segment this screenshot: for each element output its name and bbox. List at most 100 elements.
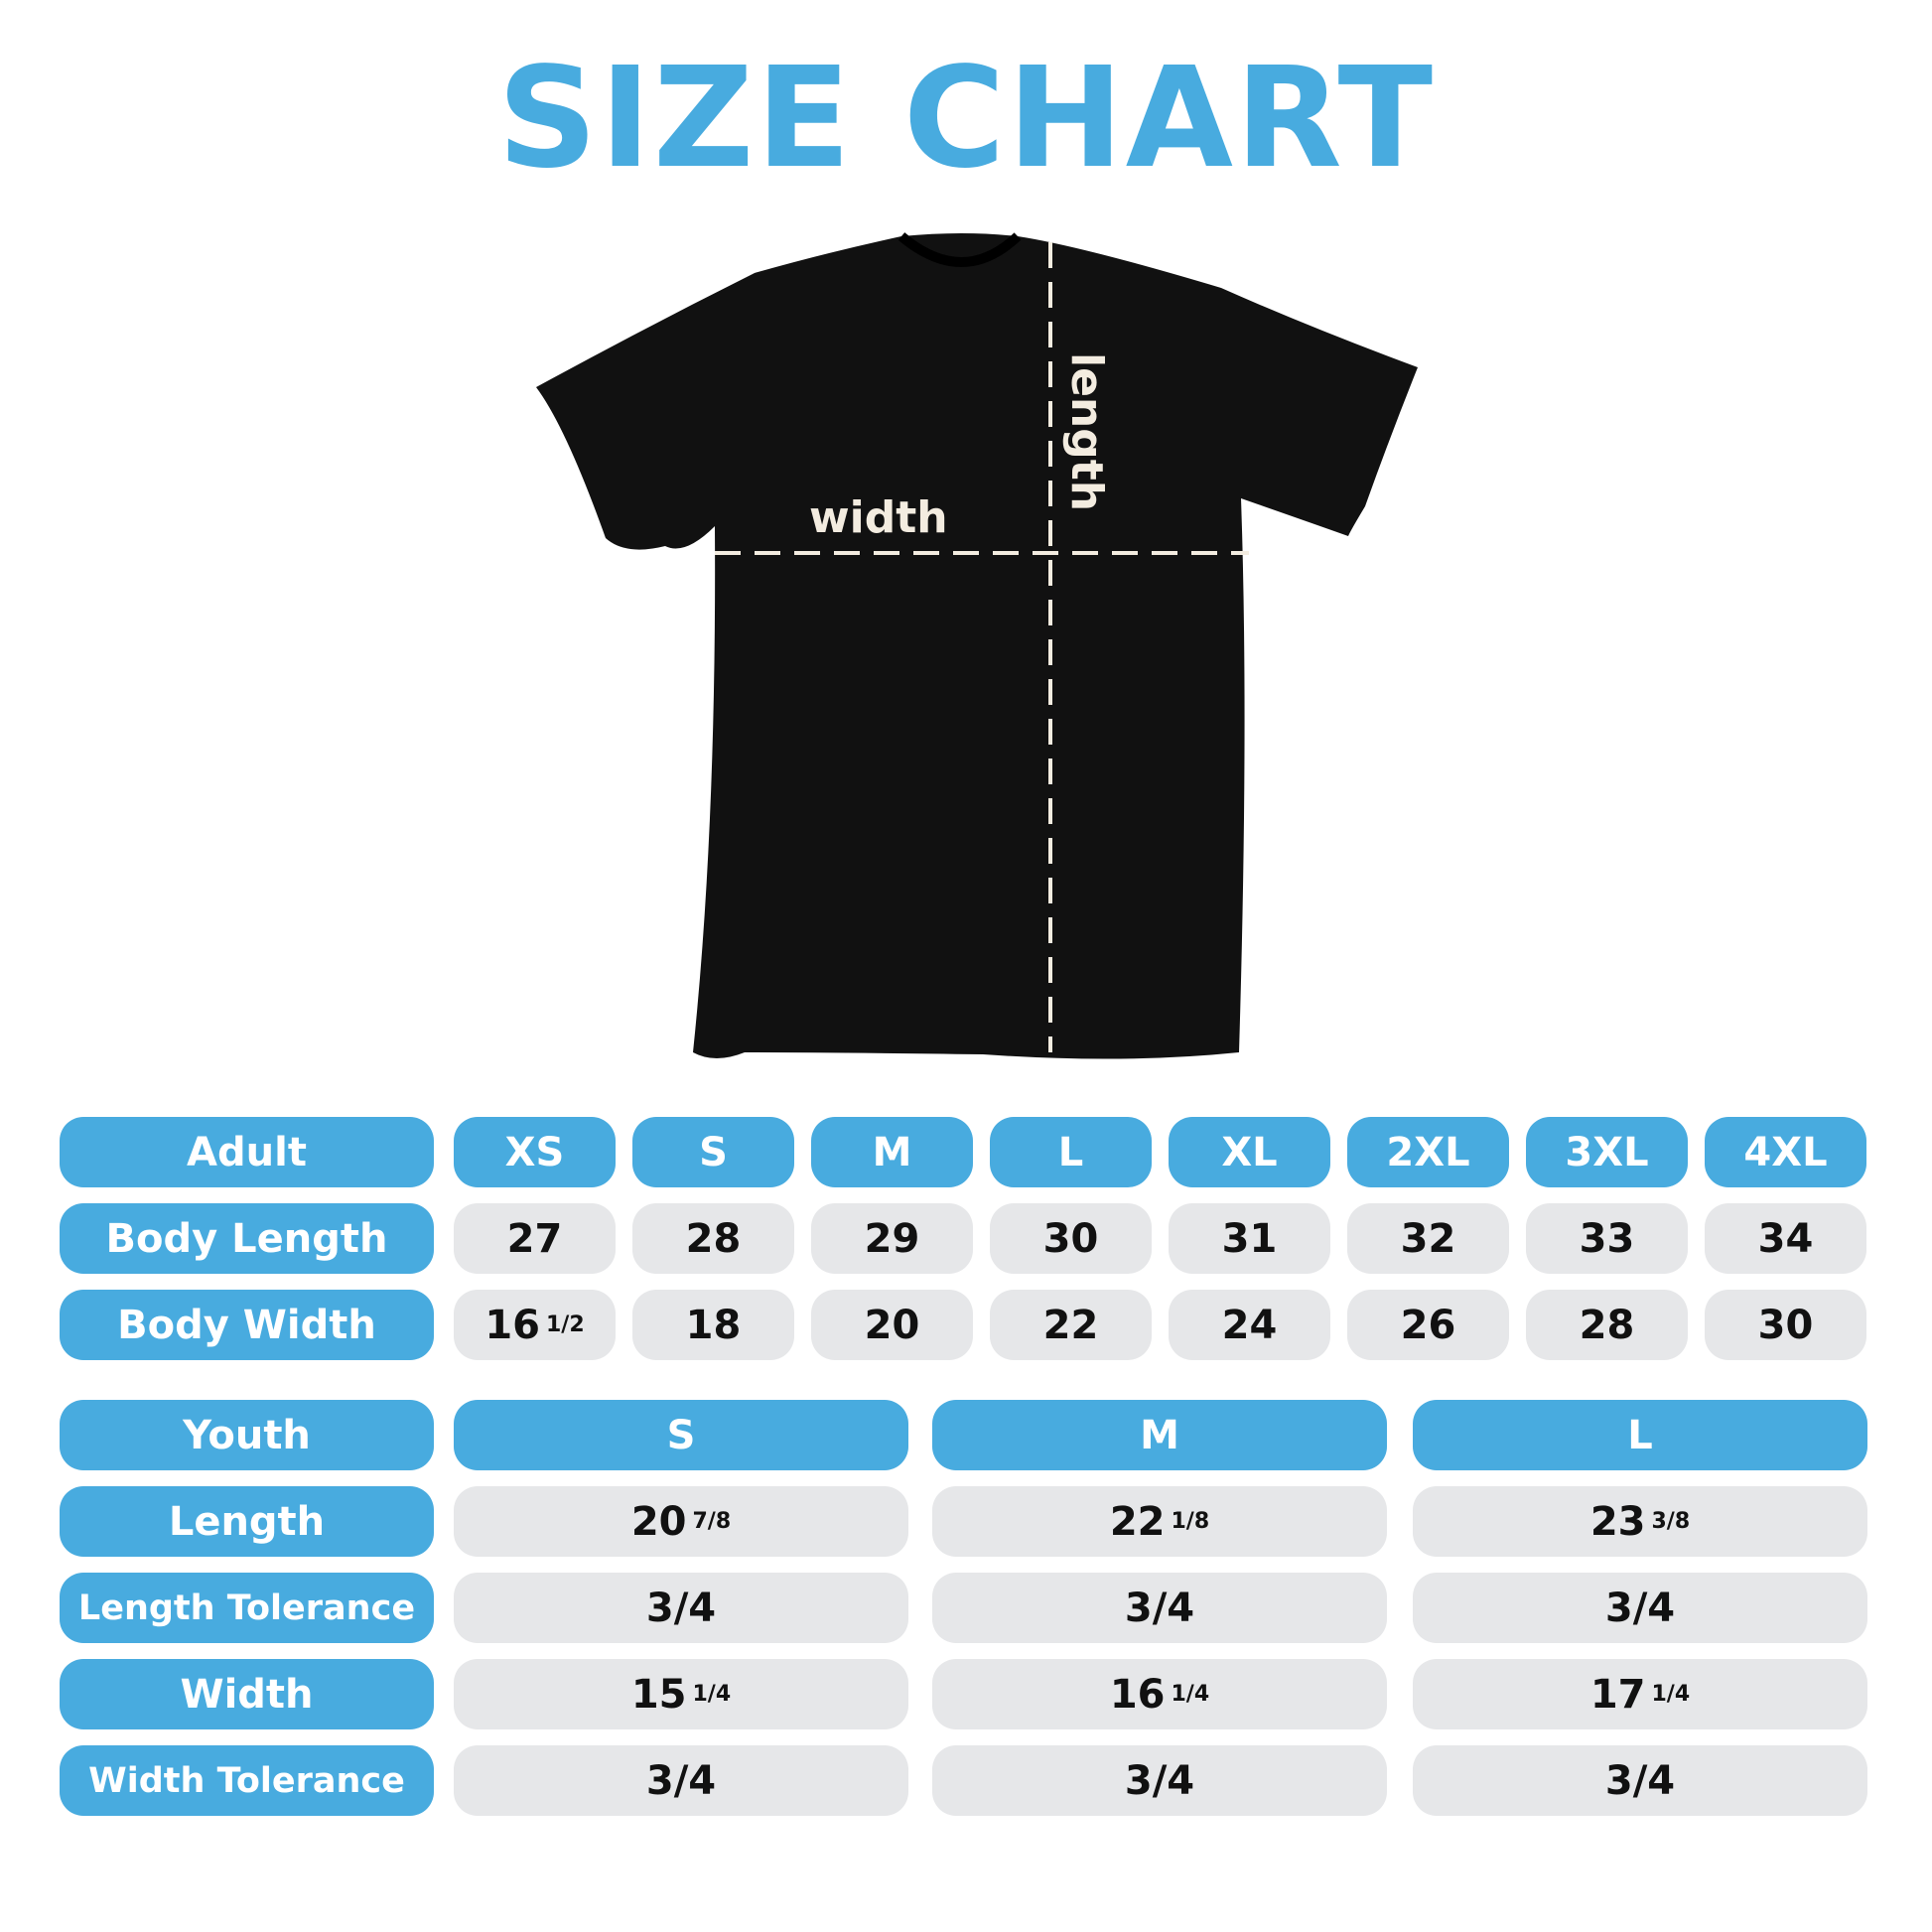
cell-text: Body Length xyxy=(105,1215,388,1262)
cell-fraction: 3/8 xyxy=(1651,1509,1691,1534)
table-cell: 3/4 xyxy=(454,1573,908,1643)
cell-text: 28 xyxy=(685,1215,742,1262)
adult-size-header: M xyxy=(811,1117,973,1187)
table-cell: 22 xyxy=(990,1290,1152,1360)
cell-text: 20 xyxy=(864,1302,920,1348)
cell-text: S xyxy=(666,1412,696,1458)
cell-text: S xyxy=(699,1129,728,1175)
row-label: Body Length xyxy=(60,1203,434,1274)
cell-text: 20 xyxy=(630,1498,687,1545)
table-cell: 16 1/4 xyxy=(932,1659,1387,1729)
adult-header: Adult xyxy=(60,1117,434,1187)
table-cell: 24 xyxy=(1169,1290,1330,1360)
cell-text: 3/4 xyxy=(645,1585,717,1631)
cell-text: 16 xyxy=(484,1302,540,1348)
cell-text: Width xyxy=(180,1671,314,1718)
cell-text: 3/4 xyxy=(1604,1585,1676,1631)
adult-size-header: 3XL xyxy=(1526,1117,1688,1187)
cell-text: 18 xyxy=(685,1302,742,1348)
row-label: Width Tolerance xyxy=(60,1745,434,1816)
youth-size-header: M xyxy=(932,1400,1387,1470)
adult-size-header: XS xyxy=(454,1117,616,1187)
table-cell: 27 xyxy=(454,1203,616,1274)
table-cell: 34 xyxy=(1705,1203,1866,1274)
cell-text: L xyxy=(1057,1129,1084,1175)
cell-text: M xyxy=(872,1129,912,1175)
cell-text: L xyxy=(1627,1412,1653,1458)
youth-size-header: S xyxy=(454,1400,908,1470)
cell-text: 30 xyxy=(1042,1215,1099,1262)
row-label: Length xyxy=(60,1486,434,1557)
cell-text: Body Width xyxy=(117,1302,376,1348)
table-cell: 30 xyxy=(990,1203,1152,1274)
tshirt-illustration: width length xyxy=(536,232,1418,1059)
cell-fraction: 1/4 xyxy=(692,1682,732,1707)
table-cell: 32 xyxy=(1347,1203,1509,1274)
cell-text: 32 xyxy=(1400,1215,1456,1262)
cell-text: 3XL xyxy=(1565,1129,1649,1175)
cell-text: 33 xyxy=(1579,1215,1635,1262)
page-title: SIZE CHART xyxy=(496,38,1436,200)
cell-text: 22 xyxy=(1109,1498,1166,1545)
adult-size-header: XL xyxy=(1169,1117,1330,1187)
cell-text: 28 xyxy=(1579,1302,1635,1348)
cell-text: Length Tolerance xyxy=(77,1587,416,1628)
cell-text: Adult xyxy=(187,1129,307,1175)
cell-text: Youth xyxy=(183,1412,311,1458)
table-cell: 3/4 xyxy=(454,1745,908,1816)
tshirt-shape xyxy=(536,233,1418,1059)
table-cell: 20 7/8 xyxy=(454,1486,908,1557)
cell-text: 27 xyxy=(506,1215,563,1262)
cell-text: Width Tolerance xyxy=(88,1760,405,1801)
length-label: length xyxy=(1061,352,1112,511)
table-cell: 15 1/4 xyxy=(454,1659,908,1729)
cell-fraction: 1/8 xyxy=(1171,1509,1210,1534)
cell-fraction: 1/2 xyxy=(546,1312,585,1337)
table-cell: 20 xyxy=(811,1290,973,1360)
table-cell: 3/4 xyxy=(1413,1745,1867,1816)
cell-text: 29 xyxy=(864,1215,920,1262)
cell-text: XS xyxy=(504,1129,565,1175)
adult-size-header: 2XL xyxy=(1347,1117,1509,1187)
cell-text: 3/4 xyxy=(1124,1585,1195,1631)
cell-text: 34 xyxy=(1757,1215,1814,1262)
cell-text: 4XL xyxy=(1743,1129,1828,1175)
cell-text: 23 xyxy=(1589,1498,1646,1545)
table-cell: 3/4 xyxy=(932,1745,1387,1816)
youth-size-header: L xyxy=(1413,1400,1867,1470)
cell-fraction: 1/4 xyxy=(1651,1682,1691,1707)
table-cell: 3/4 xyxy=(1413,1573,1867,1643)
row-label: Length Tolerance xyxy=(60,1573,434,1643)
cell-text: 3/4 xyxy=(1604,1757,1676,1804)
cell-text: 16 xyxy=(1109,1671,1166,1718)
table-cell: 17 1/4 xyxy=(1413,1659,1867,1729)
cell-text: 2XL xyxy=(1386,1129,1470,1175)
cell-text: 24 xyxy=(1221,1302,1278,1348)
youth-header: Youth xyxy=(60,1400,434,1470)
width-label: width xyxy=(809,492,948,543)
adult-size-header: 4XL xyxy=(1705,1117,1866,1187)
cell-text: 3/4 xyxy=(645,1757,717,1804)
cell-text: 15 xyxy=(630,1671,687,1718)
cell-text: XL xyxy=(1221,1129,1278,1175)
cell-text: Length xyxy=(168,1498,326,1545)
row-label: Width xyxy=(60,1659,434,1729)
table-cell: 28 xyxy=(1526,1290,1688,1360)
table-cell: 23 3/8 xyxy=(1413,1486,1867,1557)
adult-size-header: S xyxy=(632,1117,794,1187)
cell-text: M xyxy=(1140,1412,1179,1458)
cell-text: 22 xyxy=(1042,1302,1099,1348)
table-cell: 18 xyxy=(632,1290,794,1360)
adult-size-header: L xyxy=(990,1117,1152,1187)
table-cell: 30 xyxy=(1705,1290,1866,1360)
cell-text: 26 xyxy=(1400,1302,1456,1348)
cell-text: 30 xyxy=(1757,1302,1814,1348)
cell-fraction: 1/4 xyxy=(1171,1682,1210,1707)
cell-text: 17 xyxy=(1589,1671,1646,1718)
cell-fraction: 7/8 xyxy=(692,1509,732,1534)
table-cell: 28 xyxy=(632,1203,794,1274)
table-cell: 31 xyxy=(1169,1203,1330,1274)
table-cell: 33 xyxy=(1526,1203,1688,1274)
row-label: Body Width xyxy=(60,1290,434,1360)
table-cell: 29 xyxy=(811,1203,973,1274)
